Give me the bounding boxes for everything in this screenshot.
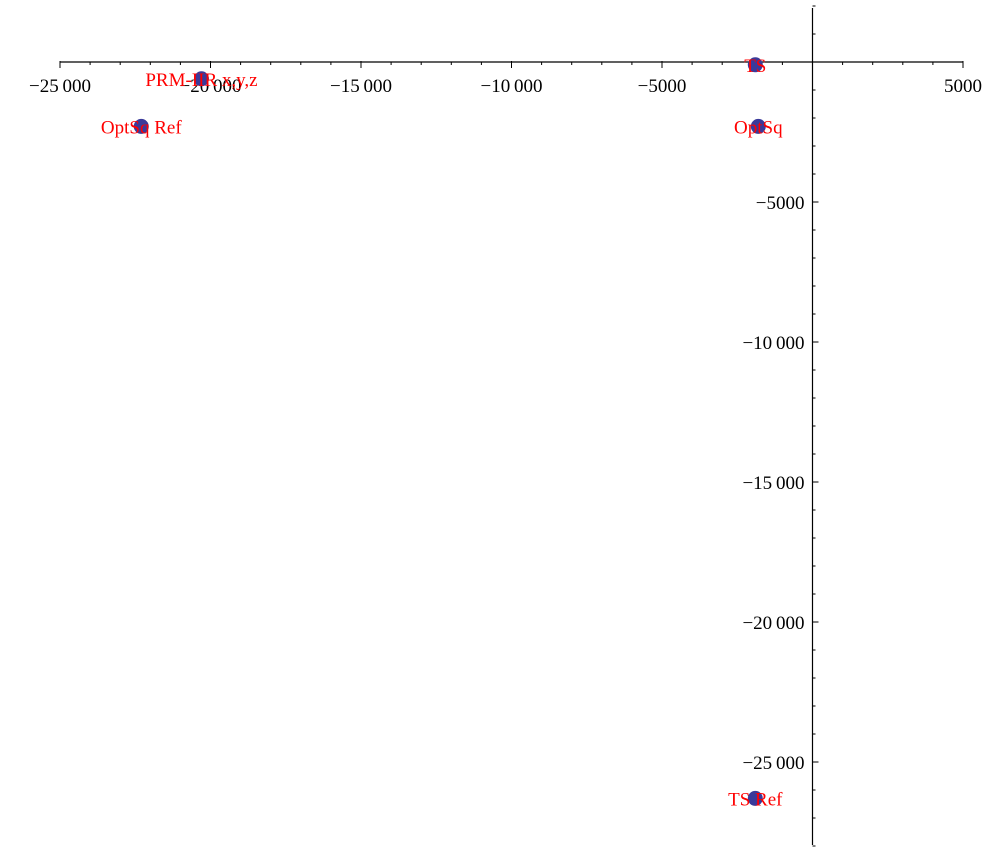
point-label: PRM-IIR x,y,z — [145, 70, 257, 91]
data-point — [747, 790, 763, 806]
y-tick-label: −10 000 — [742, 333, 804, 354]
x-tick-label: −25 000 — [29, 76, 91, 97]
x-tick-label: −10 000 — [480, 76, 542, 97]
y-tick-label: −5000 — [756, 193, 805, 214]
point-label: OptSq Ref — [101, 117, 182, 138]
point-label: OptSq — [734, 117, 783, 138]
y-tick-label: −20 000 — [742, 613, 804, 634]
y-tick-label: −15 000 — [742, 473, 804, 494]
data-point — [750, 118, 766, 134]
point-label: TS Ref — [728, 789, 783, 810]
data-point — [193, 71, 209, 87]
x-tick-label: −5000 — [638, 76, 687, 97]
y-tick-label: −25 000 — [742, 753, 804, 774]
data-point — [133, 118, 149, 134]
data-point — [747, 57, 763, 73]
point-label: TS — [744, 56, 766, 77]
data-points — [133, 57, 766, 806]
x-tick-label: −15 000 — [330, 76, 392, 97]
point-labels: TS OptSq PRM-IIR x,y,z OptSq Ref TS Ref — [101, 56, 783, 811]
x-tick-label: 5000 — [944, 76, 982, 97]
axes — [60, 8, 963, 845]
